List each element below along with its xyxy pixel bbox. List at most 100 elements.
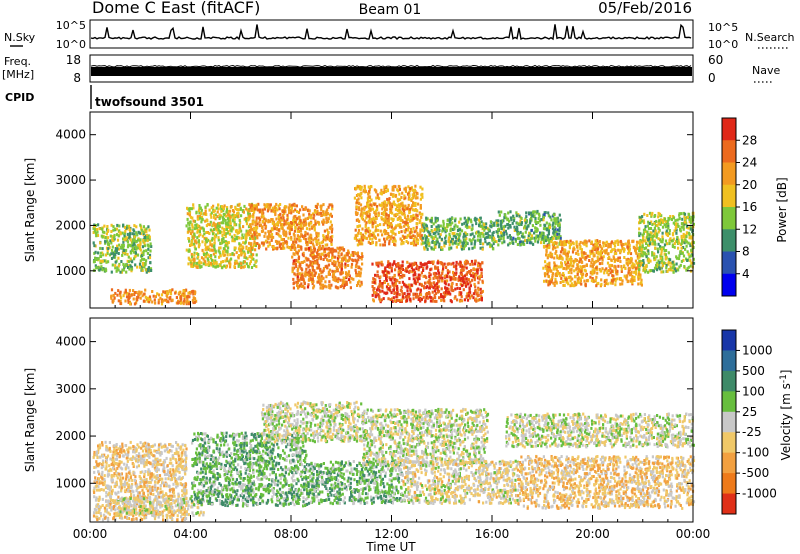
range-time-cell — [239, 248, 243, 252]
range-time-cell — [374, 209, 377, 213]
range-time-cell — [326, 243, 329, 247]
range-time-cell — [219, 246, 222, 250]
range-time-cell — [250, 253, 253, 256]
range-time-cell — [117, 247, 120, 251]
range-time-cell — [315, 242, 318, 246]
range-time-cell — [123, 264, 126, 268]
range-time-cell — [327, 237, 330, 241]
range-time-cell — [106, 239, 109, 243]
range-time-cell — [128, 260, 131, 264]
range-time-cell — [379, 243, 382, 247]
range-time-cell — [111, 245, 114, 249]
range-time-cell — [512, 219, 516, 223]
range-time-cell — [131, 241, 134, 245]
range-time-cell — [604, 282, 607, 285]
range-time-cell — [469, 233, 472, 237]
range-time-cell — [327, 272, 330, 276]
range-time-cell — [300, 233, 303, 237]
range-time-cell — [356, 199, 359, 203]
range-time-cell — [137, 246, 140, 250]
range-time-cell — [176, 301, 180, 305]
range-time-cell — [450, 262, 453, 266]
range-time-cell — [193, 251, 196, 255]
nsky-tick-low: 10^0 — [56, 38, 86, 51]
range-time-cell — [507, 243, 510, 247]
range-time-cell — [97, 251, 100, 255]
range-time-cell — [265, 205, 268, 209]
range-time-cell — [198, 204, 201, 207]
range-time-cell — [423, 234, 426, 238]
range-time-cell — [126, 252, 129, 256]
range-time-cell — [187, 237, 190, 240]
range-time-cell — [330, 227, 333, 231]
range-time-cell — [214, 261, 217, 265]
range-time-cell — [480, 271, 483, 275]
range-time-cell — [412, 293, 415, 297]
range-time-cell — [186, 206, 189, 210]
range-time-cell — [411, 215, 414, 219]
range-time-cell — [447, 262, 451, 266]
range-time-cell — [537, 221, 540, 224]
range-time-cell — [418, 233, 421, 237]
range-time-cell — [610, 258, 613, 262]
range-time-cell — [350, 265, 353, 269]
range-time-cell — [347, 264, 350, 267]
range-time-cell — [465, 259, 468, 263]
range-time-cell — [600, 278, 603, 282]
range-time-cell — [277, 228, 280, 232]
range-time-cell — [614, 240, 617, 244]
range-time-cell — [357, 193, 360, 197]
range-time-cell — [292, 259, 295, 263]
range-time-cell — [304, 222, 308, 226]
range-time-cell — [400, 270, 403, 274]
range-time-cell — [318, 241, 321, 245]
nsky-strip — [89, 19, 694, 49]
range-time-cell — [324, 243, 327, 247]
range-time-cell — [409, 231, 412, 234]
range-time-cell — [210, 206, 213, 210]
range-time-cell — [225, 257, 228, 261]
range-time-cell — [291, 255, 294, 259]
range-time-cell — [398, 192, 401, 196]
range-time-cell — [191, 230, 194, 234]
range-time-cell — [357, 258, 360, 262]
range-time-cell — [398, 231, 401, 234]
range-time-cell — [404, 196, 407, 200]
range-time-cell — [311, 255, 315, 259]
range-time-cell — [190, 290, 193, 294]
range-time-cell — [252, 220, 255, 224]
range-time-cell — [377, 261, 380, 265]
range-time-cell — [387, 260, 390, 264]
range-time-cell — [633, 263, 636, 267]
range-time-cell — [478, 298, 481, 301]
range-time-cell — [336, 286, 339, 290]
range-time-cell — [359, 185, 362, 188]
range-time-cell — [347, 270, 351, 274]
range-time-cell — [122, 294, 125, 298]
range-time-cell — [441, 279, 444, 283]
range-time-cell — [473, 235, 476, 239]
range-time-cell — [414, 194, 417, 198]
range-time-cell — [401, 234, 404, 238]
range-time-cell — [377, 264, 380, 268]
range-time-cell — [200, 208, 203, 212]
range-time-cell — [615, 252, 618, 255]
range-time-cell — [214, 249, 217, 253]
range-time-cell — [308, 227, 311, 231]
range-time-cell — [446, 262, 449, 266]
range-time-cell — [192, 289, 195, 293]
range-time-cell — [475, 299, 478, 303]
range-time-cell — [401, 268, 404, 271]
range-time-cell — [290, 206, 293, 210]
range-time-cell — [403, 187, 406, 191]
range-time-cell — [355, 207, 358, 211]
range-time-cell — [398, 281, 401, 284]
range-time-cell — [454, 287, 457, 291]
range-time-cell — [258, 208, 261, 212]
range-time-cell — [315, 235, 318, 239]
range-time-cell — [418, 277, 421, 281]
range-time-cell — [358, 208, 361, 211]
range-time-cell — [334, 269, 337, 273]
range-time-cell — [471, 278, 474, 282]
range-time-cell — [123, 291, 126, 295]
